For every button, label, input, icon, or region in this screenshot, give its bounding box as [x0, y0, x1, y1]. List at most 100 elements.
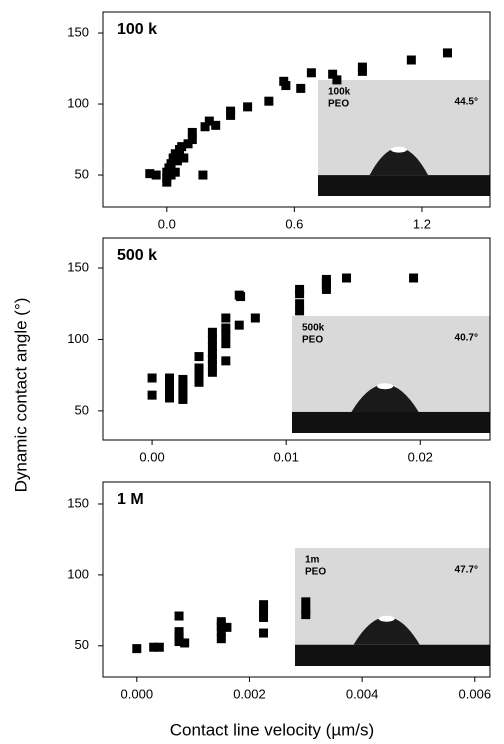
- data-point: [194, 352, 204, 362]
- data-point: [328, 69, 338, 79]
- data-point: [357, 62, 367, 72]
- inset-drop: [351, 384, 419, 412]
- data-point: [165, 393, 175, 403]
- inset-highlight: [390, 146, 407, 153]
- inset-label: PEO: [302, 335, 323, 346]
- data-point: [187, 127, 197, 137]
- data-point: [204, 116, 214, 126]
- x-tick-label: 0.004: [346, 686, 379, 701]
- data-point: [221, 313, 231, 323]
- data-point: [264, 96, 274, 106]
- data-point: [409, 273, 419, 283]
- data-point: [149, 642, 159, 652]
- data-point: [342, 273, 352, 283]
- x-tick-label: 0.0: [158, 216, 176, 231]
- data-point: [321, 284, 331, 294]
- data-point: [234, 320, 244, 330]
- data-point: [187, 135, 197, 145]
- data-point: [178, 384, 188, 394]
- data-point: [179, 153, 189, 163]
- data-point: [177, 142, 187, 152]
- data-point: [295, 289, 305, 299]
- data-point: [207, 327, 217, 337]
- data-point: [216, 627, 226, 637]
- data-point: [132, 644, 142, 654]
- x-axis-label: Contact line velocity (µm/s): [170, 720, 374, 739]
- x-tick-label: 0.01: [274, 449, 299, 464]
- data-point: [332, 75, 342, 85]
- data-point: [207, 354, 217, 364]
- data-point: [281, 81, 291, 91]
- x-tick-label: 0.006: [459, 686, 492, 701]
- data-point: [145, 169, 155, 179]
- data-point: [236, 292, 246, 302]
- y-tick-label: 100: [67, 95, 89, 110]
- y-tick-label: 50: [75, 402, 89, 417]
- data-point: [154, 642, 164, 652]
- panel-label: 1 M: [117, 491, 144, 508]
- data-point: [306, 68, 316, 78]
- data-point: [147, 390, 157, 400]
- data-point: [178, 394, 188, 404]
- x-tick-label: 0.002: [233, 686, 266, 701]
- inset-substrate: [318, 175, 490, 196]
- inset-angle: 40.7°: [455, 333, 478, 344]
- data-point: [178, 374, 188, 384]
- data-point: [221, 323, 231, 333]
- inset-label: 100k: [328, 87, 351, 98]
- data-point: [221, 356, 231, 366]
- inset-angle: 44.5°: [455, 97, 478, 108]
- data-point: [301, 610, 311, 620]
- panel-label: 100 k: [117, 21, 157, 38]
- x-tick-label: 0.00: [139, 449, 164, 464]
- data-point: [180, 638, 190, 648]
- inset-label: PEO: [328, 99, 349, 110]
- data-point: [170, 167, 180, 177]
- panel-label: 500 k: [117, 247, 157, 264]
- data-point: [442, 48, 452, 58]
- x-tick-label: 0.6: [285, 216, 303, 231]
- y-axis-label: Dynamic contact angle (°): [11, 298, 30, 493]
- data-point: [295, 299, 305, 309]
- data-point: [295, 306, 305, 316]
- data-point: [222, 622, 232, 632]
- inset-label: 1m: [305, 555, 320, 566]
- data-point: [259, 605, 269, 615]
- inset-drop: [353, 617, 420, 645]
- data-point: [221, 339, 231, 349]
- plot-frame: [102, 11, 491, 208]
- y-tick-label: 100: [67, 331, 89, 346]
- data-point: [259, 612, 269, 622]
- data-point: [207, 360, 217, 370]
- y-tick-label: 150: [67, 24, 89, 39]
- inset-substrate: [292, 411, 490, 433]
- x-tick-label: 0.000: [121, 686, 154, 701]
- inset-substrate: [295, 644, 490, 666]
- data-point: [221, 330, 231, 340]
- data-point: [211, 120, 221, 130]
- data-point: [147, 373, 157, 383]
- inset-angle: 47.7°: [455, 565, 478, 576]
- inset-label: PEO: [305, 567, 326, 578]
- data-point: [207, 342, 217, 352]
- data-point: [226, 106, 236, 116]
- data-point: [200, 122, 210, 132]
- inset-highlight: [378, 615, 395, 622]
- y-tick-label: 150: [67, 259, 89, 274]
- data-point: [194, 369, 204, 379]
- data-point: [259, 628, 269, 638]
- inset-drop: [369, 147, 429, 176]
- plot-frame: [102, 481, 491, 678]
- data-point: [207, 334, 217, 344]
- data-point: [174, 637, 184, 647]
- data-point: [259, 600, 269, 610]
- data-point: [406, 55, 416, 65]
- data-point: [194, 363, 204, 373]
- data-point: [216, 621, 226, 631]
- y-tick-label: 50: [75, 637, 89, 652]
- x-tick-label: 1.2: [413, 216, 431, 231]
- data-point: [250, 313, 260, 323]
- data-point: [207, 349, 217, 359]
- data-point: [172, 156, 182, 166]
